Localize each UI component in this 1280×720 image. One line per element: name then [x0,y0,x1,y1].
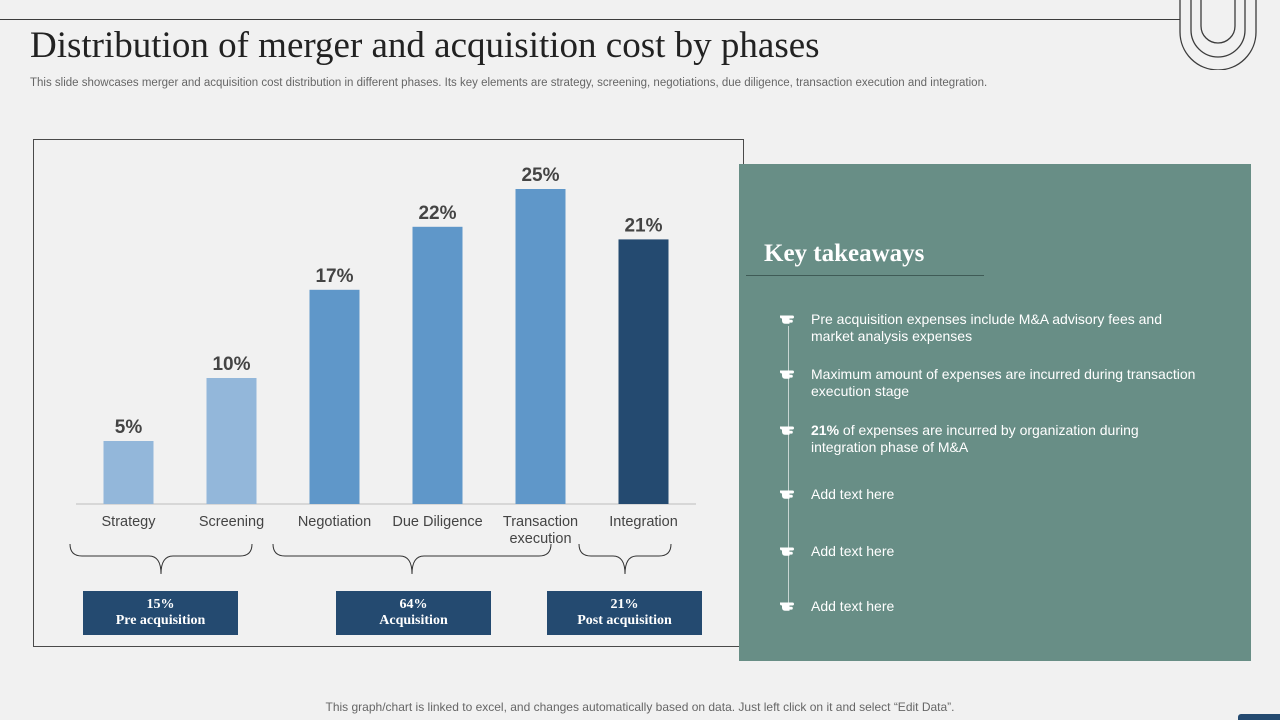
panel-title-underline [746,275,984,276]
pointing-hand-icon [780,370,794,379]
bar-integration[interactable] [618,239,669,504]
takeaway-text: Pre acquisition expenses include M&A adv… [811,311,1162,344]
top-rule [0,19,1180,20]
phase-label: Pre acquisition [115,613,206,628]
timeline-line [788,326,789,606]
bar-chart[interactable]: 5% Strategy 10% Screening 17% Negotiation 22% D… [34,140,745,560]
takeaway-text: 21% of expenses are incurred by organiza… [811,422,1139,455]
bar-strategy[interactable] [103,441,154,504]
category-label: Screening [199,514,264,530]
chart-frame[interactable]: 5% Strategy 10% Screening 17% Negotiation 22% D… [33,139,744,647]
data-label: 22% [418,203,456,224]
takeaway-item: Add text here [779,486,1209,503]
phase-pct: 21% [610,597,639,612]
pointing-hand-icon [780,490,794,499]
bar-negotiation[interactable] [309,289,360,504]
pointing-hand-icon [780,547,794,556]
data-label: 25% [521,165,559,186]
takeaway-item: Add text here [779,598,1209,615]
category-label: Due Diligence [392,514,482,530]
phase-label: Acquisition [379,613,448,628]
pointing-hand-icon [780,426,794,435]
phase-pct: 15% [146,597,175,612]
takeaway-text: Maximum amount of expenses are incurred … [811,366,1196,399]
phase-pct: 64% [399,597,428,612]
category-label: Transaction execution [503,514,578,547]
takeaway-highlight: 21% [811,422,840,438]
page-title: Distribution of merger and acquisition c… [30,25,820,66]
phase-box-pre-acquisition: 15% Pre acquisition [83,591,238,635]
bar-transaction-execution[interactable] [515,189,566,504]
data-label: 17% [315,266,353,287]
category-label: Negotiation [298,514,371,530]
decorative-ring-icon [1179,0,1257,70]
key-takeaways-panel: Key takeaways Pre acquisition expenses i… [739,164,1251,661]
data-label: 5% [115,417,143,438]
takeaway-item: Pre acquisition expenses include M&A adv… [779,311,1209,344]
category-label: Integration [609,514,678,530]
bar-due-diligence[interactable] [412,226,463,505]
phase-label: Post acquisition [577,613,672,628]
corner-accent [1238,714,1280,720]
takeaway-text: Add text here [811,543,895,559]
takeaway-text: Add text here [811,486,895,502]
data-label: 10% [212,354,250,375]
footer-note: This graph/chart is linked to excel, and… [325,700,955,714]
page-subtitle: This slide showcases merger and acquisit… [30,77,988,89]
bar-screening[interactable] [206,378,257,504]
takeaway-item: 21% of expenses are incurred by organiza… [779,422,1209,455]
takeaway-item: Maximum amount of expenses are incurred … [779,366,1209,399]
panel-title: Key takeaways [764,240,925,267]
takeaway-item: Add text here [779,543,1209,560]
phase-box-post-acquisition: 21% Post acquisition [547,591,702,635]
takeaway-text: Add text here [811,598,895,614]
phase-box-acquisition: 64% Acquisition [336,591,491,635]
data-label: 21% [624,215,662,236]
category-label: Strategy [102,514,157,530]
pointing-hand-icon [780,315,794,324]
pointing-hand-icon [780,602,794,611]
